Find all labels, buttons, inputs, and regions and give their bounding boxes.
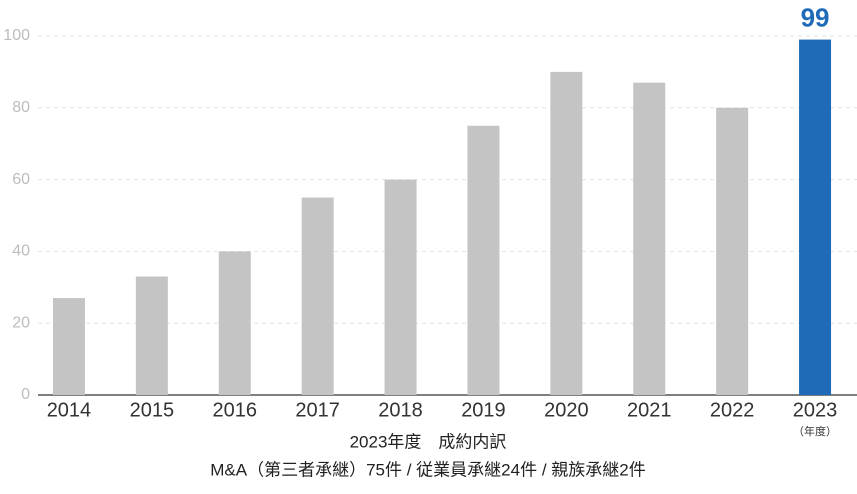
x-tick-label: 2018 (378, 399, 423, 421)
bar (550, 71, 583, 396)
x-tick-label: 2022 (710, 399, 755, 421)
value-label: 99 (801, 2, 830, 32)
x-tick-label: 2017 (295, 399, 340, 421)
bar (218, 251, 251, 395)
bar (799, 39, 832, 396)
bar (135, 276, 168, 395)
footnote: M&A（第三者承継）75件 / 従業員承継24件 / 親族承継2件 (210, 460, 645, 479)
bar (301, 197, 334, 395)
x-tick-label: 2019 (461, 399, 506, 421)
x-tick-label: 2016 (213, 399, 258, 421)
x-tick-label: 2021 (627, 399, 672, 421)
x-tick-label: 2014 (47, 399, 92, 421)
y-tick-label: 40 (12, 243, 30, 260)
x-tick-label: 2015 (130, 399, 175, 421)
x-tick-label: 2023 (793, 399, 838, 421)
x-tick-label: 2020 (544, 399, 589, 421)
bar (467, 125, 500, 395)
bar (384, 179, 417, 395)
bar (633, 82, 666, 396)
y-tick-label: 60 (12, 171, 30, 188)
bar (716, 107, 749, 396)
footnote: 2023年度 成約内訳 (350, 432, 507, 451)
y-tick-label: 80 (12, 99, 30, 116)
y-tick-label: 0 (21, 386, 30, 403)
x-unit: （年度） (793, 424, 837, 438)
y-tick-label: 20 (12, 314, 30, 331)
bar (52, 298, 85, 395)
y-tick-label: 100 (3, 27, 30, 44)
